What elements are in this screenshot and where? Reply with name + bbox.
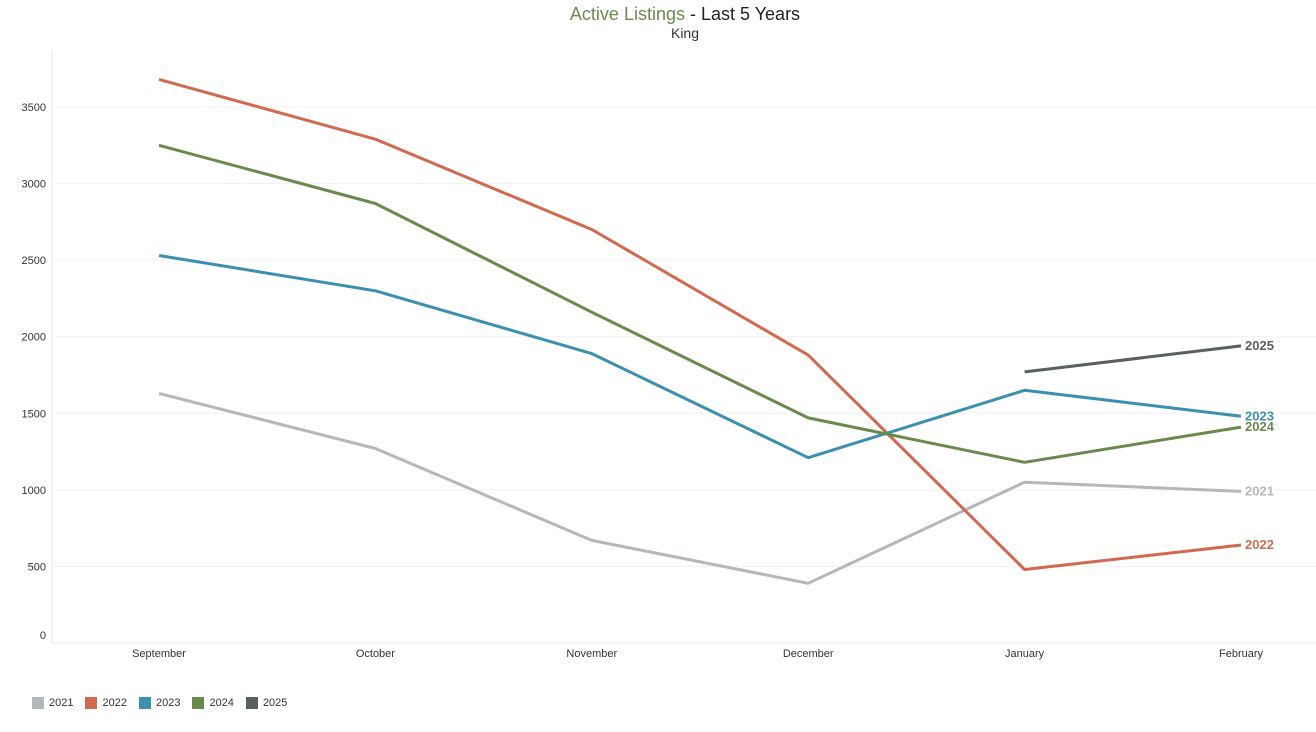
y-tick-label: 0 bbox=[40, 630, 46, 642]
legend-swatch bbox=[245, 697, 258, 709]
series-end-label-2024: 2024 bbox=[1245, 419, 1275, 434]
y-tick-label: 2500 bbox=[22, 255, 46, 267]
y-tick-label: 1000 bbox=[22, 485, 46, 497]
x-tick-label: November bbox=[566, 648, 617, 660]
chart-subtitle: King bbox=[670, 25, 700, 41]
series-line-2022 bbox=[158, 77, 1242, 571]
legend-label: 2022 bbox=[102, 697, 127, 709]
x-tick-label: January bbox=[1005, 648, 1045, 660]
chart-title-block: Active Listings - Last 5 Years King bbox=[0, 3, 1316, 41]
y-tick-label: 500 bbox=[28, 561, 46, 573]
series-line-2021 bbox=[158, 391, 1242, 585]
series-end-label-2025: 2025 bbox=[1245, 338, 1274, 353]
legend-swatch bbox=[32, 697, 44, 709]
legend-label: 2021 bbox=[49, 697, 74, 709]
chart-title: Active Listings - Last 5 Years bbox=[0, 3, 1316, 25]
series-end-label-2023: 2023 bbox=[1245, 408, 1274, 423]
legend-item-2025[interactable]: 2025 bbox=[245, 697, 288, 709]
chart-legend: 2021 2022 2023 2024 2025 bbox=[32, 697, 287, 709]
y-tick-label: 3000 bbox=[22, 179, 46, 191]
y-tick-label: 1500 bbox=[22, 408, 46, 420]
series-line-2025 bbox=[1024, 344, 1242, 374]
series-line-2024 bbox=[158, 143, 1242, 464]
series-line-2023 bbox=[158, 254, 1242, 460]
legend-swatch bbox=[85, 697, 98, 709]
legend-item-2023[interactable]: 2023 bbox=[138, 697, 181, 709]
y-tick-label: 3500 bbox=[22, 102, 46, 114]
series-end-label-2021: 2021 bbox=[1245, 483, 1274, 498]
series-end-label-2022: 2022 bbox=[1245, 537, 1274, 552]
x-tick-label: February bbox=[1219, 648, 1264, 660]
chart-title-suffix: - Last 5 Years bbox=[684, 4, 801, 24]
chart-title-main: Active Listings bbox=[569, 4, 685, 24]
y-tick-label: 2000 bbox=[22, 332, 46, 344]
legend-swatch bbox=[192, 697, 205, 709]
legend-label: 2024 bbox=[209, 697, 234, 709]
x-tick-label: October bbox=[356, 648, 395, 660]
legend-item-2022[interactable]: 2022 bbox=[85, 697, 127, 709]
legend-label: 2025 bbox=[262, 697, 288, 709]
legend-swatch bbox=[138, 697, 151, 709]
x-tick-label: December bbox=[783, 648, 834, 660]
legend-item-2021[interactable]: 2021 bbox=[32, 697, 73, 709]
x-tick-label: September bbox=[132, 648, 186, 660]
legend-label: 2023 bbox=[155, 697, 181, 709]
legend-item-2024[interactable]: 2024 bbox=[192, 697, 234, 709]
